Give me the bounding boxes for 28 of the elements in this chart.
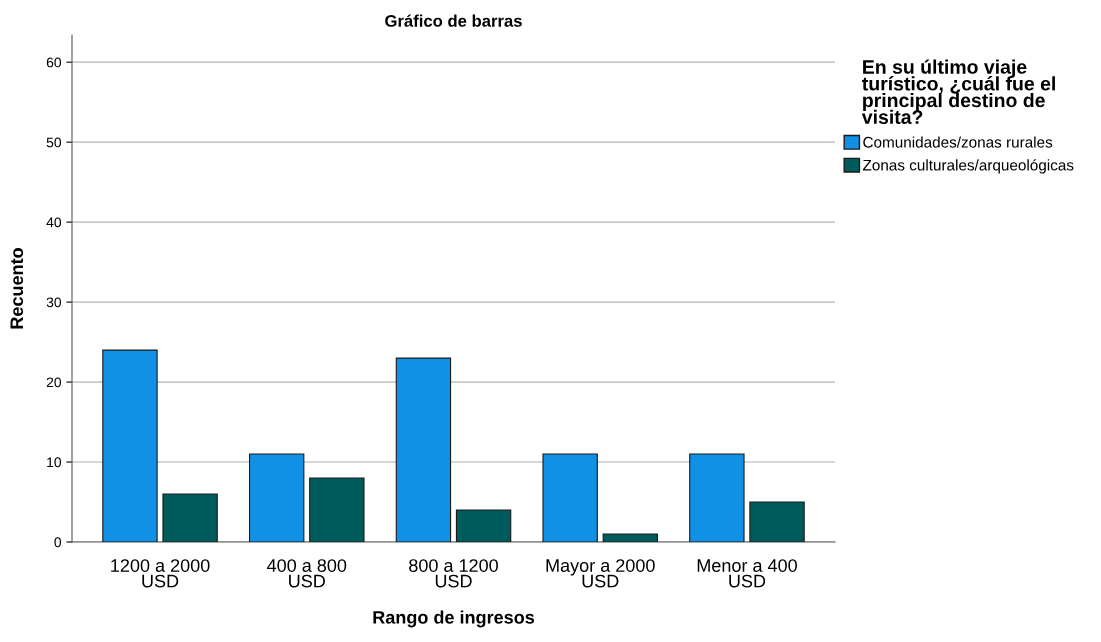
bar [309, 477, 365, 542]
legend-title: En su último viaje turístico, ¿cuál fue el principal destino de visita? [861, 59, 1055, 124]
bar [602, 533, 659, 542]
y-tick-label: 10 [47, 457, 62, 468]
y-axis-title: Recuento [10, 248, 24, 329]
y-tick-label: 0 [54, 537, 62, 548]
chart-title: Gráfico de barras [385, 14, 522, 27]
legend-label: Zonas culturales/arqueológicas [862, 159, 1074, 174]
bar [102, 349, 158, 542]
x-tick-label: 800 a 1200 USD [409, 559, 498, 588]
bar [395, 357, 452, 542]
x-axis-title: Rango de ingresos [373, 610, 535, 628]
y-tick-label: 30 [46, 297, 62, 308]
y-tick-label: 20 [46, 377, 62, 388]
x-tick-label: Mayor a 2000 USD [546, 559, 655, 588]
legend-label: Comunidades/zonas rurales [863, 136, 1053, 148]
bar [248, 453, 305, 542]
x-tick-label: 400 a 800 USD [267, 559, 347, 588]
x-tick-label: Menor a 400 USD [697, 559, 797, 588]
y-tick-label: 40 [46, 217, 62, 228]
bar [689, 453, 745, 542]
bar [162, 493, 218, 542]
bar [455, 509, 512, 542]
x-tick-label: 1200 a 2000 USD [111, 559, 210, 588]
y-tick-label: 50 [46, 137, 62, 148]
bar [542, 453, 598, 542]
bar [749, 501, 805, 542]
y-tick-label: 60 [46, 57, 62, 68]
